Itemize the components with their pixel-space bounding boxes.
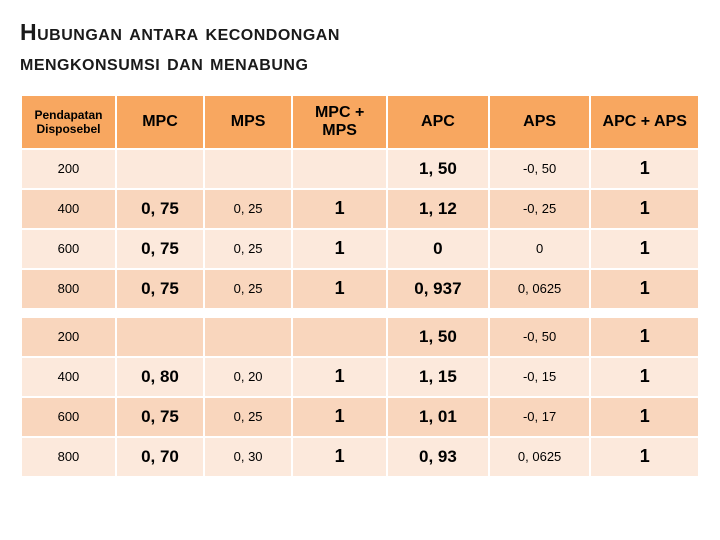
table-row: 8000, 750, 2510, 9370, 06251 <box>21 269 699 309</box>
table-cell: 0, 30 <box>204 437 292 477</box>
table-cell <box>204 317 292 357</box>
table-cell: 1 <box>590 269 699 309</box>
table-row: 8000, 700, 3010, 930, 06251 <box>21 437 699 477</box>
table-cell: 0, 75 <box>116 189 204 229</box>
table-cell: 0, 93 <box>387 437 489 477</box>
column-header: MPS <box>204 95 292 149</box>
table-cell: -0, 15 <box>489 357 591 397</box>
table-cell: 1 <box>292 397 387 437</box>
table-cell: 1 <box>590 437 699 477</box>
table-row: 4000, 750, 2511, 12-0, 251 <box>21 189 699 229</box>
table-row: 200 1, 50-0, 501 <box>21 317 699 357</box>
table-cell: 400 <box>21 189 116 229</box>
column-header: Pendapatan Disposebel <box>21 95 116 149</box>
table-cell: 0, 25 <box>204 189 292 229</box>
column-header: MPC <box>116 95 204 149</box>
table-cell: 1 <box>292 269 387 309</box>
table-cell: -0, 25 <box>489 189 591 229</box>
column-header: APC + APS <box>590 95 699 149</box>
table-cell: 0 <box>489 229 591 269</box>
data-table: Pendapatan DisposebelMPCMPSMPC + MPSAPCA… <box>20 94 700 478</box>
table-cell: 0, 25 <box>204 269 292 309</box>
title-line-2: mengkonsumsi dan menabung <box>20 49 308 75</box>
table-cell: 0, 937 <box>387 269 489 309</box>
table-cell: 1 <box>590 317 699 357</box>
table-cell: 1, 12 <box>387 189 489 229</box>
table-cell <box>292 317 387 357</box>
table-cell: 0, 25 <box>204 229 292 269</box>
table-cell: 1 <box>590 189 699 229</box>
table-cell: 0 <box>387 229 489 269</box>
table-cell: -0, 50 <box>489 149 591 189</box>
table-row: 6000, 750, 2511, 01-0, 171 <box>21 397 699 437</box>
table-cell: 0, 80 <box>116 357 204 397</box>
column-header: APS <box>489 95 591 149</box>
table-cell: 0, 0625 <box>489 269 591 309</box>
table-cell: 1 <box>292 189 387 229</box>
table-cell: 0, 70 <box>116 437 204 477</box>
table-cell <box>292 149 387 189</box>
table-row: 6000, 750, 251001 <box>21 229 699 269</box>
table-cell: 0, 75 <box>116 397 204 437</box>
title-line-1: Hubungan antara kecondongan <box>20 19 340 45</box>
table-cell: 1 <box>590 397 699 437</box>
table-cell: 1, 01 <box>387 397 489 437</box>
spacer-cell <box>21 309 699 317</box>
table-cell: 1 <box>292 437 387 477</box>
table-cell: 0, 20 <box>204 357 292 397</box>
table-cell: 1, 15 <box>387 357 489 397</box>
table-cell: 600 <box>21 397 116 437</box>
table-cell <box>116 149 204 189</box>
column-header: APC <box>387 95 489 149</box>
table-cell: 1 <box>292 357 387 397</box>
table-cell: 1 <box>590 357 699 397</box>
table-cell: 0, 75 <box>116 229 204 269</box>
table-row: 200 1, 50-0, 501 <box>21 149 699 189</box>
table-cell: 1 <box>590 149 699 189</box>
table-row: 4000, 800, 2011, 15-0, 151 <box>21 357 699 397</box>
page-title: Hubungan antara kecondongan mengkonsumsi… <box>20 18 700 78</box>
table-body: 2001, 50-0, 5014000, 750, 2511, 12-0, 25… <box>21 149 699 477</box>
table-cell: 1, 50 <box>387 317 489 357</box>
table-cell: 1 <box>590 229 699 269</box>
table-cell: 400 <box>21 357 116 397</box>
column-header: MPC + MPS <box>292 95 387 149</box>
table-cell: 0, 0625 <box>489 437 591 477</box>
table-cell: 200 <box>21 149 116 189</box>
table-cell: 1, 50 <box>387 149 489 189</box>
table-cell: 0, 25 <box>204 397 292 437</box>
table-cell: -0, 17 <box>489 397 591 437</box>
table-cell: 600 <box>21 229 116 269</box>
table-cell: 1 <box>292 229 387 269</box>
table-cell <box>204 149 292 189</box>
table-header: Pendapatan DisposebelMPCMPSMPC + MPSAPCA… <box>21 95 699 149</box>
table-cell: -0, 50 <box>489 317 591 357</box>
table-cell <box>116 317 204 357</box>
table-cell: 800 <box>21 269 116 309</box>
table-cell: 800 <box>21 437 116 477</box>
table-cell: 0, 75 <box>116 269 204 309</box>
table-cell: 200 <box>21 317 116 357</box>
